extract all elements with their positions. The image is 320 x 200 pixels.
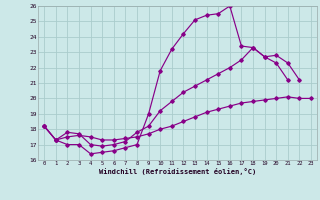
X-axis label: Windchill (Refroidissement éolien,°C): Windchill (Refroidissement éolien,°C) [99,168,256,175]
